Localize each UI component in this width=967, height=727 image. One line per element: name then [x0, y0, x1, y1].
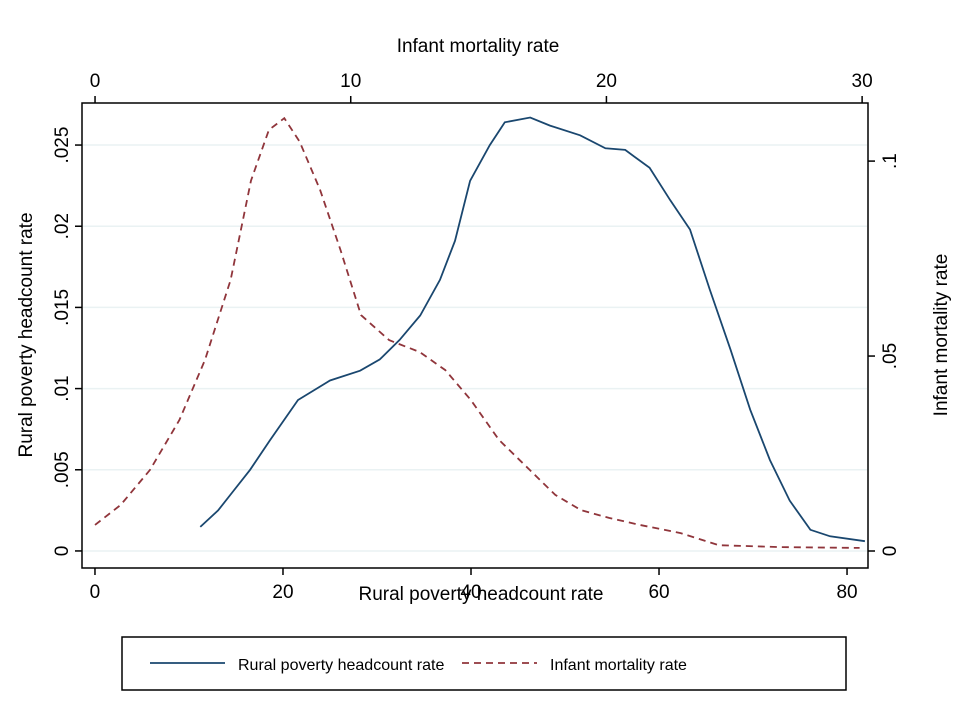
- series-line: [94, 116, 860, 549]
- x2-tick-label: 30: [852, 71, 873, 92]
- x2-tick-label: 0: [90, 71, 101, 92]
- x2-axis-title: Infant mortality rate: [397, 36, 560, 57]
- x2-tick-label: 10: [340, 71, 361, 92]
- x-tick-label: 80: [836, 582, 857, 603]
- y-tick-label: .005: [52, 451, 73, 488]
- y2-axis-title: Infant mortality rate: [931, 254, 952, 417]
- series-line: [199, 116, 866, 543]
- y-tick-label: 0: [52, 546, 73, 557]
- x-axis-title: Rural poverty headcount rate: [358, 584, 603, 605]
- plot-frame: [81, 102, 869, 569]
- x-tick-label: 40: [460, 582, 481, 603]
- legend-label: Infant mortality rate: [550, 657, 687, 674]
- x-tick-label: 60: [648, 582, 669, 603]
- legend: [121, 636, 847, 691]
- x-tick-label: 20: [272, 582, 293, 603]
- y2-tick-label: .1: [880, 153, 901, 169]
- legend-label: Rural poverty headcount rate: [238, 657, 444, 674]
- x-tick-label: 0: [90, 582, 101, 603]
- y-axis-title: Rural poverty headcount rate: [16, 212, 37, 457]
- y-tick-label: .015: [52, 289, 73, 326]
- y2-tick-label: 0: [880, 546, 901, 557]
- y2-tick-label: .05: [880, 343, 901, 369]
- y-tick-label: .02: [52, 213, 73, 239]
- y-tick-label: .01: [52, 375, 73, 401]
- y-tick-label: .025: [52, 127, 73, 164]
- x2-tick-label: 20: [596, 71, 617, 92]
